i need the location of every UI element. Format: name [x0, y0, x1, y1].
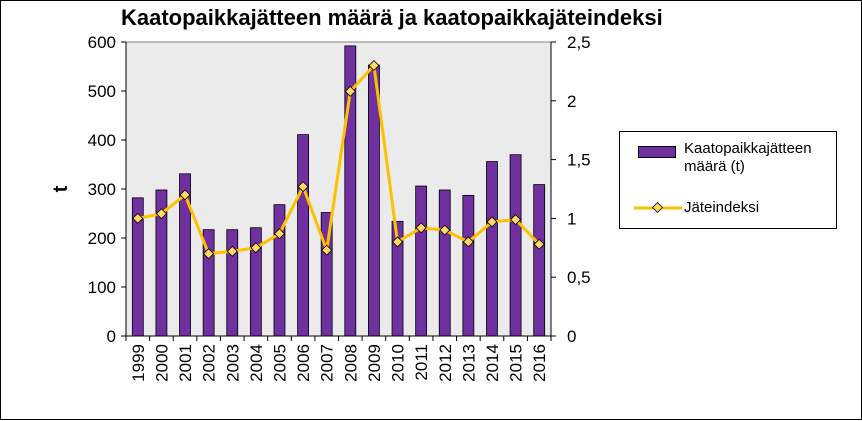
x-tick-label: 2006 — [294, 344, 313, 382]
x-tick-label: 2010 — [389, 344, 408, 382]
index-point — [462, 236, 474, 248]
legend-swatch-line — [634, 201, 682, 214]
y-left-tick-label: 400 — [88, 131, 116, 150]
x-tick-label: 2001 — [176, 344, 195, 382]
y-axis-title: t — [50, 185, 72, 192]
index-point — [203, 248, 215, 260]
index-point — [486, 216, 498, 228]
bar — [368, 64, 380, 337]
x-tick-label: 2008 — [341, 344, 360, 382]
index-point — [439, 224, 451, 236]
x-tick-label: 2012 — [436, 344, 455, 382]
bar — [415, 185, 428, 337]
y-left-tick-label: 100 — [88, 278, 116, 297]
y-right-tick-label: 1 — [567, 209, 576, 228]
legend-item-bars: Kaatopaikkajätteen määrä (t) — [620, 140, 836, 180]
y-left-tick-label: 300 — [88, 180, 116, 199]
legend: Kaatopaikkajätteen määrä (t) Jäteindeksi — [619, 131, 837, 229]
index-point — [297, 181, 309, 193]
y-left-tick-label: 200 — [88, 229, 116, 248]
x-tick-label: 2007 — [318, 344, 337, 382]
x-tick-label: 2005 — [270, 344, 289, 382]
legend-label-bars: Kaatopaikkajätteen määrä (t) — [684, 140, 812, 175]
index-line — [137, 64, 541, 256]
y-right-tick-label: 2 — [567, 92, 576, 111]
bar — [509, 154, 522, 337]
y-right-tick-label: 1,5 — [567, 151, 591, 170]
x-tick-label: 2016 — [530, 344, 549, 382]
index-point — [226, 245, 238, 257]
index-point — [155, 208, 167, 220]
x-tick-label: 1999 — [129, 344, 148, 382]
index-point — [132, 212, 144, 224]
index-point — [392, 236, 404, 248]
index-point — [179, 189, 191, 201]
y-left-tick-label: 600 — [88, 33, 116, 52]
y-right-tick-label: 2,5 — [567, 33, 591, 52]
legend-label-line: Jäteindeksi — [684, 199, 760, 216]
chart-title: Kaatopaikkajätteen määrä ja kaatopaikkaj… — [121, 5, 663, 30]
plot-area — [125, 41, 552, 337]
bar — [486, 161, 498, 337]
y-left-tick-label: 500 — [88, 82, 116, 101]
y-left-tick-label: 0 — [107, 327, 116, 346]
bar — [533, 184, 546, 337]
x-tick-label: 2013 — [459, 344, 478, 382]
bar — [462, 194, 475, 337]
bar — [226, 229, 239, 337]
index-point — [250, 242, 262, 254]
bar — [297, 134, 309, 337]
index-point — [321, 244, 333, 256]
x-tick-label: 2003 — [223, 344, 242, 382]
index-point — [273, 228, 285, 240]
x-tick-label: 2009 — [365, 344, 384, 382]
index-point — [533, 238, 545, 250]
legend-swatch-bars — [638, 146, 676, 158]
legend-item-line: Jäteindeksi — [620, 198, 836, 220]
x-tick-label: 2015 — [507, 344, 526, 382]
x-tick-label: 2011 — [412, 344, 431, 381]
x-tick-label: 2004 — [247, 344, 266, 382]
y-right-tick-label: 0 — [567, 327, 576, 346]
index-point — [510, 214, 522, 226]
x-tick-label: 2002 — [200, 344, 219, 382]
index-point — [368, 60, 380, 72]
x-tick-label: 2000 — [152, 344, 171, 382]
x-tick-label: 2014 — [483, 344, 502, 382]
index-point — [344, 85, 356, 97]
y-right-tick-label: 0,5 — [567, 268, 591, 287]
index-point — [415, 222, 427, 234]
bar — [438, 189, 451, 337]
